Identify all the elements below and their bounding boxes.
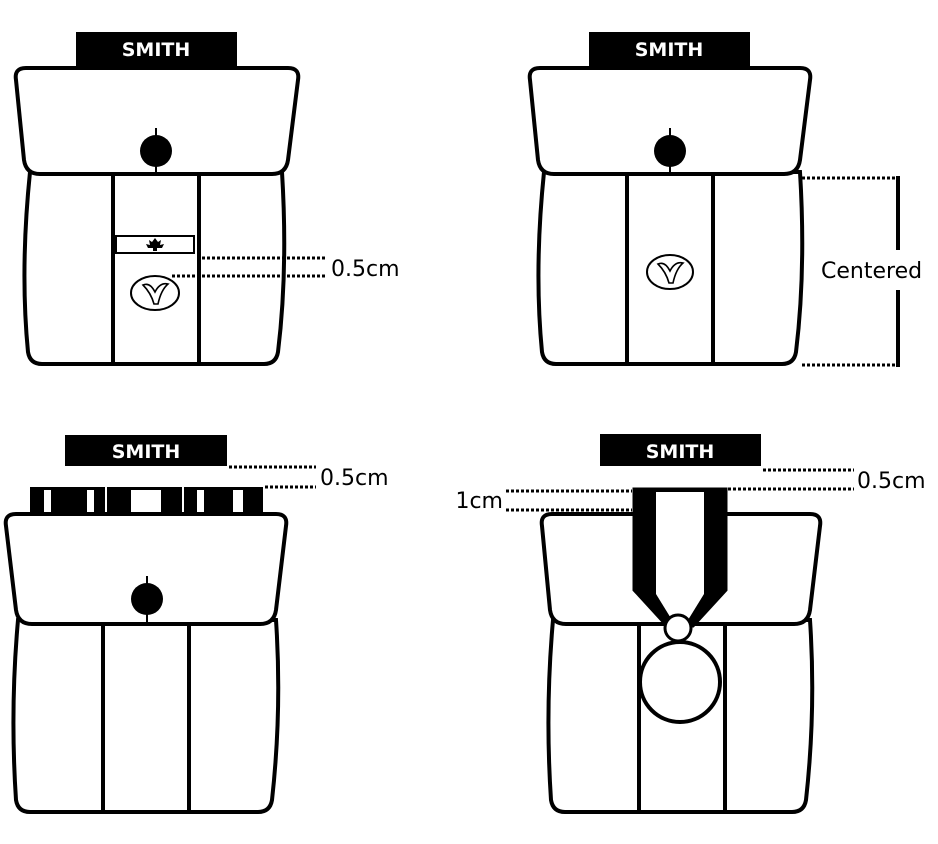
- pocket-body: [11, 618, 281, 814]
- pocket-body: [22, 170, 287, 366]
- dimension-lines: [506, 468, 854, 512]
- measurement-label: Centered: [821, 259, 922, 284]
- name-tag-text: SMITH: [635, 39, 704, 61]
- name-tag: SMITH: [600, 434, 761, 466]
- diagram-top-left: SMITH 0.5cm: [13, 32, 400, 366]
- diagram-bottom-right: SMITH 0.5cm 1cm: [455, 434, 926, 814]
- box-pleat: [101, 620, 191, 812]
- measurement-label-right: 0.5cm: [857, 469, 926, 494]
- dimension-lines: [229, 465, 316, 489]
- emblem-badge: [646, 254, 694, 290]
- measurement-label: 0.5cm: [320, 466, 389, 491]
- flap-button: [131, 576, 163, 622]
- medal-ribbon: [632, 487, 728, 628]
- measurement-label: 0.5cm: [331, 257, 400, 282]
- name-tag: SMITH: [589, 32, 750, 66]
- maple-leaf-icon: [146, 238, 164, 251]
- flap-button: [654, 128, 686, 174]
- ribbon-bar: [30, 487, 263, 513]
- box-pleat: [625, 172, 715, 364]
- name-tag-text: SMITH: [112, 441, 181, 463]
- dimension-lines: [172, 256, 327, 278]
- name-tag-text: SMITH: [646, 441, 715, 463]
- maple-leaf-badge: [115, 235, 195, 254]
- dove-emblem-icon: [141, 282, 170, 305]
- box-pleat: [111, 172, 201, 364]
- diagram-top-right: SMITH Centered: [527, 32, 922, 367]
- flap-button: [140, 128, 172, 174]
- emblem-badge: [130, 275, 180, 311]
- measurement-label-left: 1cm: [455, 489, 503, 514]
- dimension-lines: [802, 176, 900, 367]
- medal: [638, 613, 722, 724]
- name-tag-text: SMITH: [122, 39, 191, 61]
- name-tag: SMITH: [65, 435, 227, 466]
- name-tag: SMITH: [76, 32, 237, 66]
- diagram-bottom-left: SMITH 0.5cm: [3, 435, 389, 814]
- pocket-flap: [13, 66, 301, 176]
- box-pleat: [637, 620, 727, 812]
- dove-emblem-icon: [656, 261, 685, 284]
- pocket-flap: [3, 512, 289, 626]
- pocket-flap: [527, 66, 813, 176]
